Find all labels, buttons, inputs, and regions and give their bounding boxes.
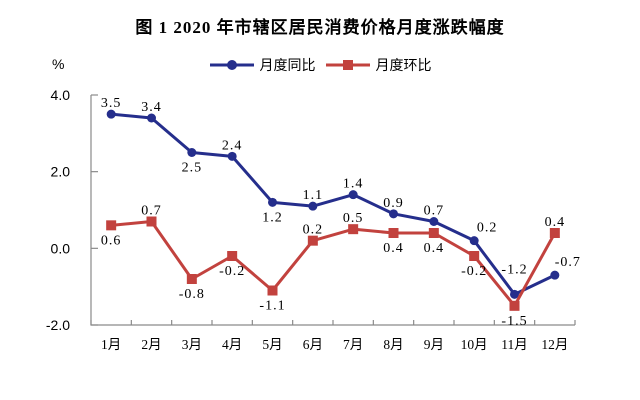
x-axis-label: 3月 [182,337,202,352]
data-point-marker [106,109,116,119]
data-point-label: -0.2 [219,264,245,279]
data-point-label: -0.2 [461,264,487,279]
data-point-label: 0.4 [383,241,404,256]
data-point-marker [146,216,157,227]
chart-legend: 月度同比 月度环比 [0,55,640,75]
x-axis-label: 7月 [343,337,363,352]
x-axis-label: 5月 [262,337,282,352]
data-point-label: 1.2 [262,210,283,225]
data-point-label: 0.5 [343,211,364,226]
data-point-marker [389,209,398,219]
data-point-label: 0.9 [383,196,404,211]
series-line-1 [111,220,557,308]
y-axis-tick-label: -2.0 [46,317,70,333]
data-point-label: 0.7 [141,204,162,219]
data-point-marker [388,228,399,238]
data-point-label: -0.7 [555,255,581,270]
data-point-label: 1.1 [303,188,324,203]
y-axis-tick-label: 0.0 [51,240,71,256]
data-point-label: 0.2 [303,223,324,238]
legend-label-monthly-mom: 月度环比 [375,59,432,74]
x-axis-label: 8月 [383,337,403,352]
data-point-marker [549,228,560,238]
data-point-marker [469,251,480,261]
x-axis-label: 11月 [501,337,528,352]
data-point-label: 3.4 [141,100,162,115]
data-point-marker [307,235,318,246]
data-point-label: 2.4 [222,138,243,153]
data-point-label: 2.5 [182,161,203,176]
data-point-marker [510,289,519,299]
data-point-marker [429,217,439,226]
legend-label-monthly-yoy: 月度同比 [259,59,316,74]
data-point-marker [550,270,560,280]
legend-item-monthly-yoy: 月度同比 [209,55,316,75]
x-axis-label: 10月 [461,337,488,352]
data-point-label: 1.4 [343,177,364,192]
data-point-marker [187,148,197,157]
data-point-marker [186,274,197,284]
x-axis-label: 1月 [101,337,121,352]
data-point-marker [308,201,318,211]
data-point-label: -0.8 [179,287,205,302]
x-axis-label: 9月 [424,337,444,352]
data-point-marker [469,236,479,246]
data-point-marker [227,251,238,261]
data-point-marker [147,113,156,123]
data-point-label: 0.7 [424,204,445,219]
data-point-marker [106,220,117,231]
data-point-label: 0.2 [477,221,498,236]
data-point-marker [348,190,358,200]
data-point-marker [348,224,359,235]
data-point-marker [227,151,237,161]
data-point-label: 0.6 [101,233,122,248]
line-circle-marker-icon [209,60,254,70]
x-axis-label: 4月 [222,337,242,352]
data-point-label: 0.4 [545,215,566,230]
y-axis-tick-label: 4.0 [51,87,71,103]
data-point-marker [268,197,277,207]
data-point-label: -1.5 [501,314,527,329]
legend-item-monthly-mom: 月度环比 [325,55,432,75]
data-point-marker [267,285,278,296]
chart-title: 图 1 2020 年市辖区居民消费价格月度涨跌幅度 [135,18,505,37]
line-square-marker-icon [325,60,370,70]
data-point-label: 0.4 [424,241,445,256]
series-line-0 [111,112,556,296]
data-point-label: 3.5 [101,96,122,111]
x-axis-label: 2月 [141,337,161,352]
data-point-label: -1.2 [501,262,527,277]
data-point-marker [509,300,520,311]
y-axis-tick-label: 2.0 [51,164,71,180]
x-axis-label: 12月 [541,337,568,352]
y-axis-unit-label: % [52,56,65,72]
data-point-marker [428,228,439,238]
data-point-label: -1.1 [259,299,285,314]
x-axis-label: 6月 [303,337,323,352]
